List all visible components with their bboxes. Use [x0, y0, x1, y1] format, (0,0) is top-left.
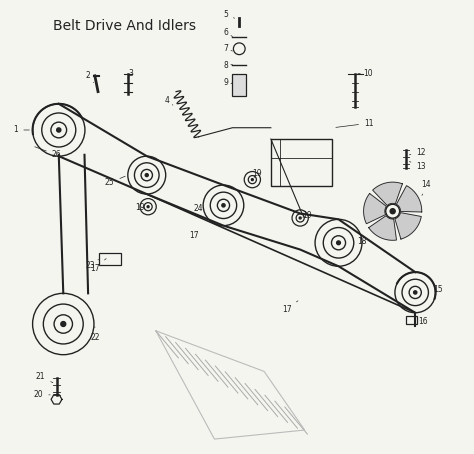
Polygon shape	[364, 193, 386, 224]
Bar	[100, 253, 121, 265]
Text: 3: 3	[128, 69, 133, 78]
Polygon shape	[369, 216, 396, 240]
Text: 17: 17	[90, 259, 106, 273]
Text: 8: 8	[223, 61, 232, 70]
Bar	[271, 139, 332, 187]
Polygon shape	[373, 182, 402, 206]
Text: 19: 19	[135, 203, 145, 212]
Circle shape	[414, 291, 417, 294]
Text: Belt Drive And Idlers: Belt Drive And Idlers	[53, 20, 196, 34]
Text: 17: 17	[189, 231, 199, 240]
Circle shape	[61, 321, 66, 326]
Text: 24: 24	[194, 204, 203, 213]
Text: 11: 11	[336, 118, 374, 128]
Circle shape	[251, 178, 253, 181]
Text: 4: 4	[164, 96, 173, 105]
Bar	[232, 74, 246, 96]
Text: 12: 12	[410, 148, 426, 157]
Text: 5: 5	[223, 10, 235, 19]
Text: 2: 2	[86, 71, 93, 83]
Text: 9: 9	[223, 78, 232, 87]
Circle shape	[337, 241, 340, 245]
Text: 21: 21	[36, 372, 53, 383]
Polygon shape	[396, 186, 422, 212]
Text: 7: 7	[223, 44, 232, 53]
Text: 26: 26	[35, 147, 61, 159]
Polygon shape	[395, 212, 421, 239]
Text: 16: 16	[418, 317, 428, 326]
Text: 14: 14	[422, 180, 431, 195]
Text: 19: 19	[253, 169, 262, 178]
Text: 22: 22	[90, 327, 100, 342]
Circle shape	[145, 173, 148, 177]
Text: 23: 23	[85, 260, 99, 270]
Text: 15: 15	[433, 285, 443, 294]
Text: 25: 25	[105, 176, 125, 188]
Text: 10: 10	[358, 69, 373, 78]
Bar	[406, 316, 418, 324]
Circle shape	[222, 204, 225, 207]
Text: 17: 17	[282, 301, 298, 314]
Circle shape	[390, 209, 395, 214]
Text: 13: 13	[410, 162, 426, 171]
Circle shape	[147, 206, 149, 207]
Text: 6: 6	[223, 28, 232, 37]
Text: 1: 1	[14, 125, 29, 134]
Text: 19: 19	[302, 211, 312, 220]
Circle shape	[57, 128, 61, 132]
Circle shape	[299, 217, 301, 219]
Text: 20: 20	[34, 390, 50, 400]
Text: 18: 18	[358, 237, 367, 246]
